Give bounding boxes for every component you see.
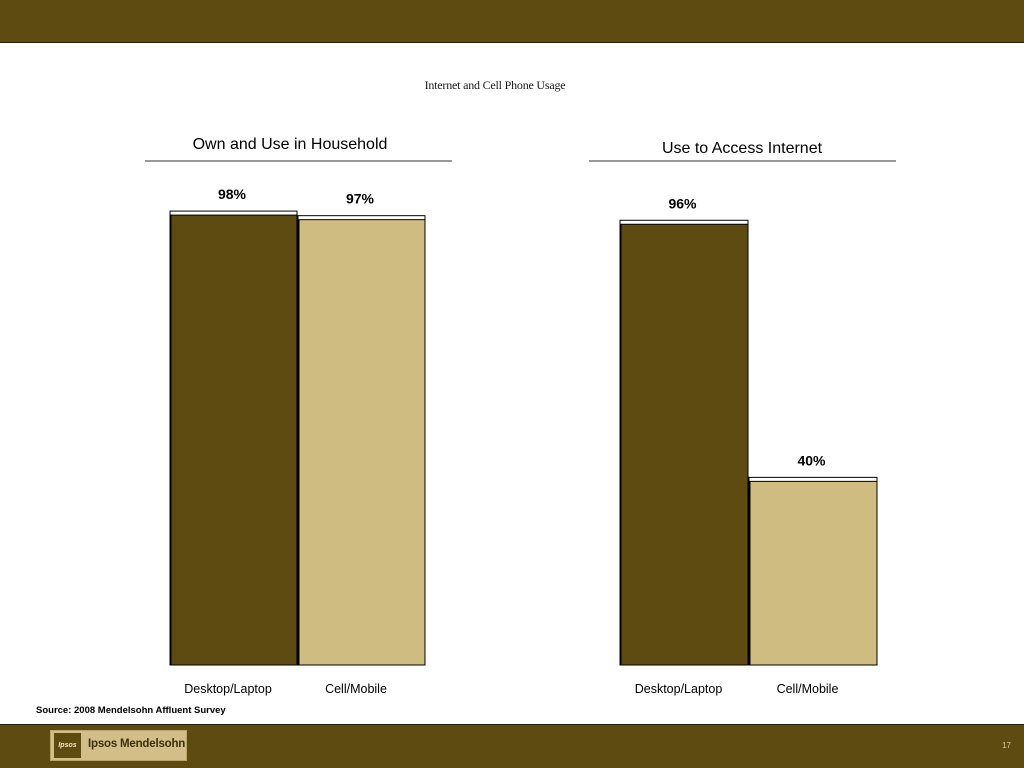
chart-2-bar-2 [749, 480, 878, 666]
chart-2-bar-1 [620, 223, 749, 666]
page-number: 17 [1002, 741, 1011, 750]
chart-2-data-label-2: 40% [797, 452, 826, 468]
slide-title: Internet and Cell Phone Usage [424, 78, 566, 92]
chart-2-category-label-2: Cell/Mobile [777, 682, 839, 696]
chart-1-data-label-2: 97% [346, 191, 375, 207]
source-note: Source: 2008 Mendelsohn Affluent Survey [36, 705, 226, 716]
chart-1-category-label-1: Desktop/Laptop [184, 682, 272, 696]
chart-1-data-label-1: 98% [218, 186, 247, 202]
chart-1-bar-2 [298, 219, 426, 666]
chart-2-title: Use to Access Internet [662, 140, 823, 157]
logo-text: Ipsos Mendelsohn [88, 738, 186, 750]
header-bar [0, 0, 1024, 43]
chart-1-title: Own and Use in Household [193, 136, 388, 153]
ipsos-mendelsohn-logo: Ipsos Ipsos Mendelsohn [50, 730, 187, 761]
chart-2-data-label-1: 96% [668, 195, 697, 211]
chart-2-category-label-1: Desktop/Laptop [635, 682, 723, 696]
chart-1-category-label-2: Cell/Mobile [325, 682, 387, 696]
ipsos-logo-mark: Ipsos [54, 733, 81, 758]
chart-1-bar-1 [170, 214, 298, 666]
